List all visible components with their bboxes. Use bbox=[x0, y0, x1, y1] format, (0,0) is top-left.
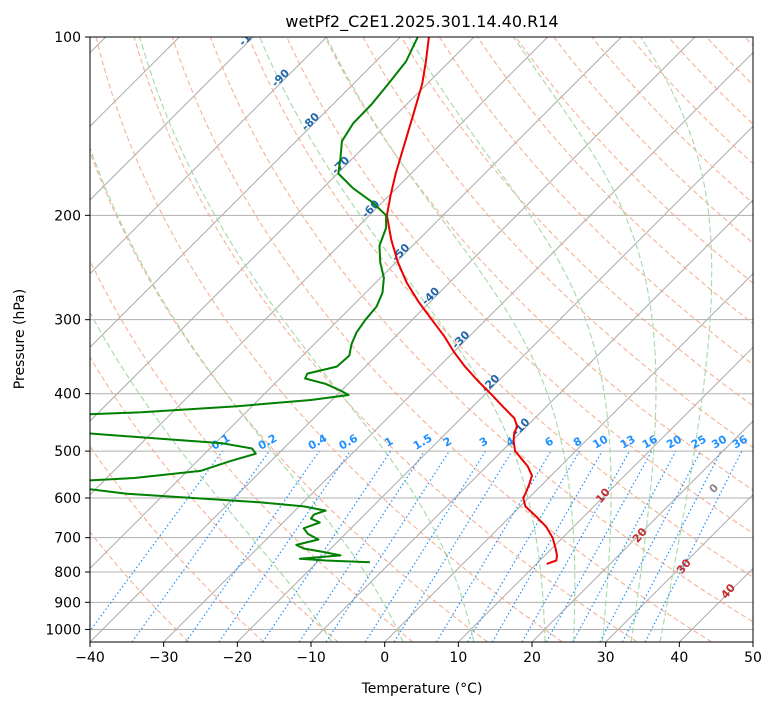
dry-adiabat-line bbox=[95, 37, 563, 642]
dry-adiabat-line bbox=[400, 37, 753, 407]
isotherm-line bbox=[384, 272, 753, 642]
moist-adiabat-line bbox=[325, 37, 576, 642]
dry-adiabat-line bbox=[553, 37, 753, 244]
isotherm-line bbox=[531, 420, 753, 642]
chart-title: wetPf2_C2E1.2025.301.14.40.R14 bbox=[285, 12, 558, 32]
dry-adiabat-line bbox=[286, 37, 753, 534]
isotherm-line bbox=[90, 37, 254, 201]
mixing-ratio-line bbox=[491, 450, 603, 642]
dry-adiabat-line bbox=[324, 37, 753, 491]
moist-adiabat-line bbox=[139, 37, 475, 642]
mixing-ratio-line bbox=[545, 450, 653, 642]
mixing-ratio-line bbox=[466, 450, 580, 642]
isotherm-line bbox=[90, 37, 401, 349]
x-tick-label: 40 bbox=[670, 650, 688, 666]
mixing-ratio-line bbox=[325, 450, 450, 642]
plot-area: -100-90-80-70-60-50-40-30-20-1000.10.20.… bbox=[90, 20, 753, 642]
background-lines bbox=[90, 37, 753, 642]
x-tick-label: −20 bbox=[223, 650, 253, 666]
mixing-ratio-line bbox=[572, 450, 677, 642]
moist-adiabat-line bbox=[512, 37, 657, 642]
isotherm-line bbox=[90, 37, 328, 275]
dry-adiabat-line bbox=[477, 37, 753, 325]
dry-adiabat-line bbox=[362, 37, 753, 449]
mixing-ratio-line bbox=[218, 450, 351, 642]
y-tick-label: 600 bbox=[54, 491, 81, 507]
y-tick-label: 500 bbox=[54, 444, 81, 460]
temperature-line bbox=[385, 37, 558, 565]
x-tick-label: 0 bbox=[380, 650, 389, 666]
moist-adiabat-line bbox=[408, 37, 612, 642]
isotherm-line bbox=[163, 51, 753, 642]
isotherm-line bbox=[90, 37, 696, 642]
plot-frame bbox=[89, 36, 754, 643]
isotherm-line bbox=[90, 37, 475, 422]
mixing-ratio-line bbox=[393, 450, 513, 642]
dry-adiabat-line bbox=[438, 37, 753, 366]
y-tick-label: 800 bbox=[54, 565, 81, 581]
dry-adiabat-line bbox=[90, 259, 414, 642]
mixing-ratio-line bbox=[435, 450, 552, 642]
y-tick-label: 700 bbox=[54, 531, 81, 547]
axes: −40 −30 −20 −10 0 10 20 30 40 50 1000 900 800 700 600 5… bbox=[45, 30, 762, 666]
y-tick-label: 400 bbox=[54, 387, 81, 403]
dewpoint-line bbox=[90, 37, 419, 564]
mixing-ratio-line bbox=[185, 450, 320, 642]
dry-adiabat-line bbox=[248, 37, 753, 578]
profile-series bbox=[90, 37, 558, 565]
dry-adiabat-line bbox=[90, 150, 488, 642]
x-tick-label: 30 bbox=[597, 650, 615, 666]
y-tick-label: 300 bbox=[54, 313, 81, 329]
isotherm-label: -100 bbox=[236, 20, 265, 49]
x-axis-label: Temperature (°C) bbox=[361, 681, 483, 697]
moist-adiabat-line bbox=[640, 37, 713, 642]
x-tick-label: −40 bbox=[75, 650, 105, 666]
dry-adiabat-line bbox=[90, 355, 339, 642]
dry-adiabat-line bbox=[90, 531, 190, 642]
x-tick-label: 10 bbox=[449, 650, 467, 666]
mixing-ratio-line bbox=[364, 450, 486, 642]
moist-adiabat-line bbox=[90, 146, 404, 642]
isotherm-line bbox=[90, 37, 622, 570]
y-tick-label: 100 bbox=[54, 30, 81, 46]
x-tick-label: 20 bbox=[523, 650, 541, 666]
isotherm-line bbox=[457, 346, 753, 642]
y-tick-label: 1000 bbox=[45, 622, 81, 638]
dry-adiabat-line bbox=[171, 37, 712, 642]
moist-adiabat-line bbox=[259, 37, 546, 642]
x-tick-label: 50 bbox=[744, 650, 762, 666]
x-tick-label: −30 bbox=[149, 650, 179, 666]
y-tick-label: 900 bbox=[54, 595, 81, 611]
dry-adiabat-line bbox=[591, 37, 753, 204]
x-tick-label: −10 bbox=[296, 650, 326, 666]
mixing-ratio-line bbox=[521, 450, 631, 642]
isotherm-line bbox=[605, 493, 753, 642]
dry-adiabat-line bbox=[133, 37, 638, 642]
isotherm-line bbox=[236, 125, 753, 642]
y-axis-label: Pressure (hPa) bbox=[12, 289, 28, 389]
y-tick-label: 200 bbox=[54, 208, 81, 224]
moist-adiabat-line bbox=[90, 311, 333, 642]
isotherm-line bbox=[90, 37, 549, 496]
dry-adiabat-line bbox=[209, 37, 753, 623]
